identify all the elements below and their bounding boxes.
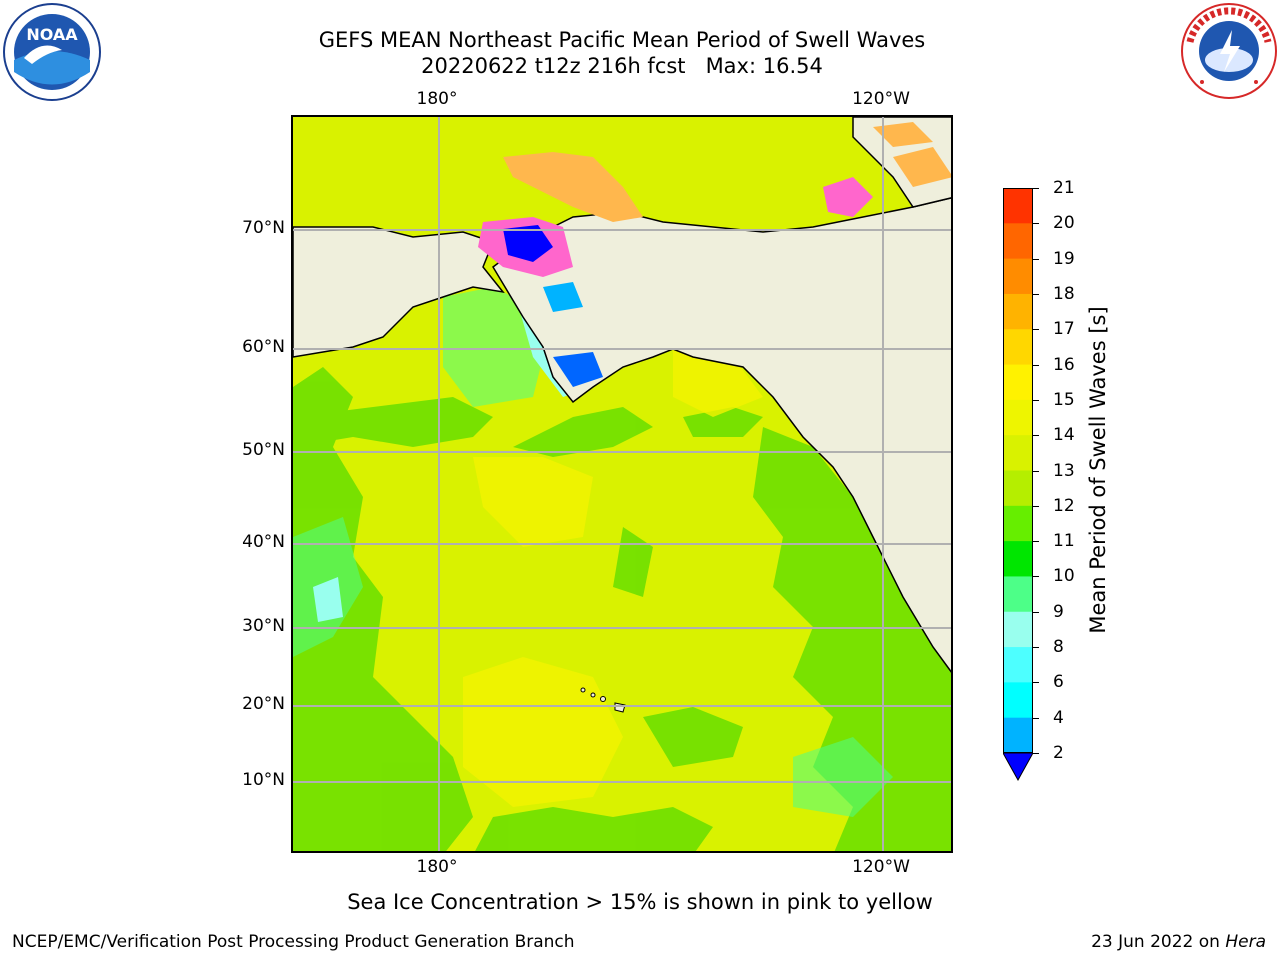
colorbar-extend-arrow bbox=[1002, 752, 1034, 782]
colorbar-segment bbox=[1003, 223, 1033, 260]
lat-label-40n: 40°N bbox=[242, 532, 285, 552]
lon-label-top-120w: 120°W bbox=[852, 89, 910, 109]
colorbar-tick-label: 12 bbox=[1053, 495, 1075, 516]
colorbar-tick-label: 15 bbox=[1053, 389, 1075, 410]
colorbar-tick-label: 14 bbox=[1053, 425, 1075, 446]
footer-host: Hera bbox=[1225, 932, 1266, 952]
chart-title: GEFS MEAN Northeast Pacific Mean Period … bbox=[318, 28, 926, 52]
colorbar-tick-mark bbox=[1033, 682, 1039, 684]
colorbar-tick-label: 13 bbox=[1053, 460, 1075, 481]
colorbar-tick-mark bbox=[1033, 541, 1039, 543]
ocean-green-regions bbox=[293, 367, 951, 851]
colorbar-tick-mark bbox=[1033, 505, 1039, 507]
chart-subtitle: 20220622 t12z 216h fcst Max: 16.54 bbox=[421, 54, 823, 78]
colorbar-segment bbox=[1003, 329, 1033, 366]
colorbar-tick-mark bbox=[1033, 753, 1039, 754]
lat-label-20n: 20°N bbox=[242, 694, 285, 714]
colorbar-tick-mark bbox=[1033, 717, 1039, 719]
colorbar-tick-mark bbox=[1033, 188, 1039, 189]
footer-credit: NCEP/EMC/Verification Post Processing Pr… bbox=[12, 932, 575, 952]
colorbar-tick-mark bbox=[1033, 399, 1039, 401]
colorbar-segment bbox=[1003, 505, 1033, 542]
colorbar-tick-mark bbox=[1033, 435, 1039, 437]
colorbar-tick-label: 2 bbox=[1053, 743, 1064, 763]
colorbar-tick-label: 21 bbox=[1053, 178, 1075, 198]
colorbar-segment bbox=[1003, 258, 1033, 295]
colorbar-segment bbox=[1003, 576, 1033, 613]
footer-date-text: 23 Jun 2022 on bbox=[1091, 932, 1226, 952]
lon-label-bottom-180: 180° bbox=[416, 857, 458, 877]
colorbar-segment bbox=[1003, 293, 1033, 330]
colorbar-tick-label: 18 bbox=[1053, 283, 1075, 304]
colorbar-tick-label: 10 bbox=[1053, 566, 1075, 587]
lon-label-top-180: 180° bbox=[416, 89, 458, 109]
colorbar-svg bbox=[1002, 188, 1034, 782]
colorbar-tick-mark bbox=[1033, 223, 1039, 225]
colorbar-segment bbox=[1003, 682, 1033, 719]
colorbar-segment bbox=[1003, 717, 1033, 754]
footer-date: 23 Jun 2022 on Hera bbox=[1091, 932, 1266, 952]
colorbar bbox=[1002, 188, 1034, 782]
colorbar-tick-mark bbox=[1033, 647, 1039, 649]
colorbar-tick-label: 11 bbox=[1053, 531, 1075, 552]
lat-label-10n: 10°N bbox=[242, 770, 285, 790]
lat-label-50n: 50°N bbox=[242, 440, 285, 460]
colorbar-tick-mark bbox=[1033, 329, 1039, 331]
colorbar-segment bbox=[1003, 470, 1033, 507]
sea-ice-regions bbox=[478, 122, 951, 387]
noaa-logo-text: NOAA bbox=[26, 25, 78, 44]
colorbar-label: Mean Period of Swell Waves [s] bbox=[1086, 306, 1110, 634]
colorbar-segment bbox=[1003, 188, 1033, 224]
colorbar-tick-label: 19 bbox=[1053, 248, 1075, 269]
graticule bbox=[293, 117, 951, 851]
colorbar-segment bbox=[1003, 364, 1033, 401]
colorbar-tick-label: 4 bbox=[1053, 707, 1064, 728]
map-svg bbox=[293, 117, 951, 851]
colorbar-tick-mark bbox=[1033, 364, 1039, 366]
lat-label-70n: 70°N bbox=[242, 218, 285, 238]
lat-label-30n: 30°N bbox=[242, 616, 285, 636]
colorbar-tick-label: 8 bbox=[1053, 637, 1064, 658]
ocean-yellow-core bbox=[463, 347, 763, 807]
map-panel bbox=[291, 115, 953, 853]
colorbar-tick-mark bbox=[1033, 576, 1039, 578]
colorbar-tick-mark bbox=[1033, 258, 1039, 260]
colorbar-tick-label: 6 bbox=[1053, 672, 1064, 693]
colorbar-segment bbox=[1003, 647, 1033, 683]
sea-ice-caption: Sea Ice Concentration > 15% is shown in … bbox=[347, 890, 933, 914]
nws-logo bbox=[1180, 2, 1278, 100]
lon-label-bottom-120w: 120°W bbox=[852, 857, 910, 877]
colorbar-segment bbox=[1003, 541, 1033, 577]
colorbar-tick-label: 16 bbox=[1053, 354, 1075, 375]
colorbar-segment bbox=[1003, 435, 1033, 471]
colorbar-tick-mark bbox=[1033, 470, 1039, 472]
noaa-logo: NOAA bbox=[2, 2, 102, 102]
colorbar-segment bbox=[1003, 399, 1033, 436]
colorbar-tick-label: 20 bbox=[1053, 213, 1075, 234]
colorbar-tick-label: 9 bbox=[1053, 601, 1064, 622]
colorbar-segment bbox=[1003, 611, 1033, 648]
colorbar-tick-mark bbox=[1033, 293, 1039, 295]
colorbar-tick-mark bbox=[1033, 611, 1039, 613]
lat-label-60n: 60°N bbox=[242, 337, 285, 357]
colorbar-tick-label: 17 bbox=[1053, 319, 1075, 340]
